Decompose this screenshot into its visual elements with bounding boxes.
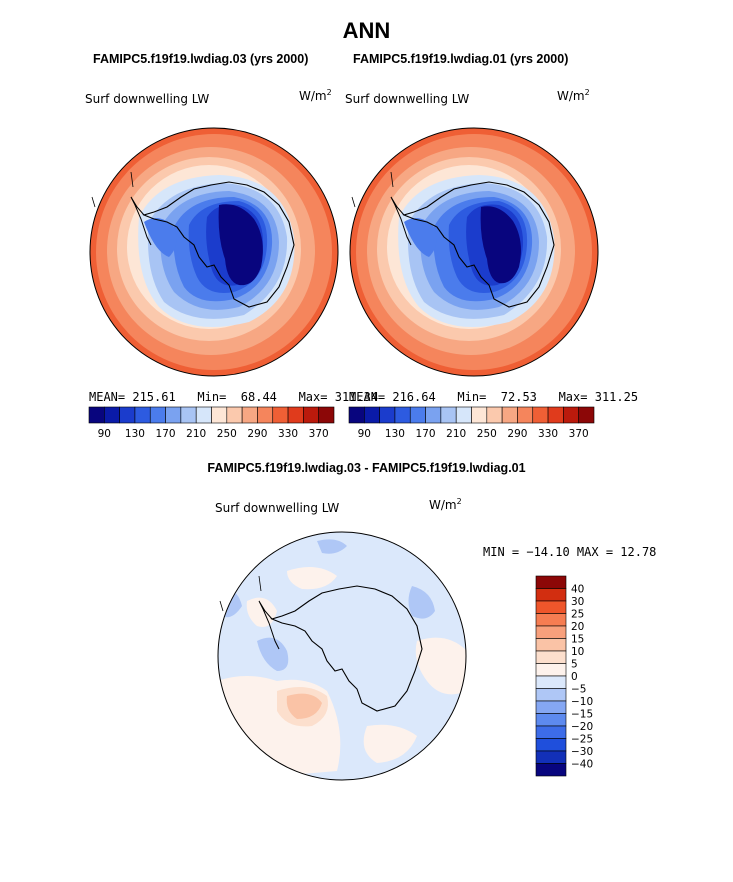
diff-variable-label: Surf downwelling LW [215, 501, 340, 515]
colorbar-right-swatch-12 [532, 406, 549, 424]
units-label-right: W/m2 [557, 88, 590, 103]
colorbar-right-tick-label: 90 [358, 428, 371, 440]
colorbar-diff-tick-label: −5 [571, 684, 586, 696]
colorbar-right-swatch-2 [379, 406, 396, 424]
colorbar-diff-swatch-13 [535, 738, 567, 752]
colorbar-diff-swatch-7 [535, 663, 567, 677]
colorbar-right-swatch-0 [348, 406, 365, 424]
colorbar-right-swatch-3 [394, 406, 411, 424]
colorbar-diff-tick-label: 40 [571, 584, 584, 596]
colorbar-right-tick-label: 290 [507, 428, 527, 440]
colorbar-left-swatch-0 [88, 406, 105, 424]
colorbar-left-swatch-14 [303, 406, 319, 424]
colorbar-diff-swatch-11 [535, 713, 567, 727]
colorbar-diff-swatch-10 [535, 700, 567, 714]
colorbar-left-swatch-1 [104, 406, 120, 424]
stats-right: MEAN= 216.64 Min= 72.53 Max= 311.25 [349, 390, 639, 404]
polar-map-right [349, 127, 599, 377]
colorbar-diff-tick-label: 25 [571, 609, 584, 621]
colorbar-left-swatch-3 [134, 406, 151, 424]
colorbar-left-tick-label: 290 [247, 428, 267, 440]
colorbar-left-swatch-15 [318, 406, 335, 424]
colorbar-diff-tick-label: 5 [571, 659, 578, 671]
colorbar-right-tick-label: 250 [477, 428, 497, 440]
colorbar-left-swatch-6 [180, 406, 197, 424]
colorbar-right-swatch-6 [440, 406, 457, 424]
colorbar-left-swatch-12 [272, 406, 289, 424]
colorbar-right-swatch-8 [471, 406, 488, 424]
colorbar-right: 90 130 170 210 250 290 330 370 [348, 406, 595, 440]
colorbar-right-tick-label: 210 [446, 428, 466, 440]
colorbar-right-swatch-11 [517, 406, 534, 424]
polar-map-diff [217, 531, 467, 781]
colorbar-diff-swatch-14 [535, 750, 567, 764]
colorbar-left-swatch-5 [165, 406, 182, 424]
colorbar-diff-tick-label: 15 [571, 634, 584, 646]
colorbar-right-swatch-13 [547, 406, 564, 424]
colorbar-diff-swatch-3 [535, 613, 567, 627]
colorbar-diff-tick-label: −30 [571, 746, 593, 758]
colorbar-left-tick-label: 370 [309, 428, 329, 440]
colorbar-right-swatch-7 [455, 406, 472, 424]
colorbar-diff-swatch-9 [535, 688, 567, 702]
colorbar-left-swatch-11 [257, 406, 274, 424]
colorbar-diff-tick-label: −40 [571, 759, 593, 771]
colorbar-diff-swatch-15 [535, 763, 567, 777]
colorbar-left-tick-label: 130 [125, 428, 145, 440]
colorbar-right-swatch-4 [409, 406, 426, 424]
colorbar-left-swatch-4 [149, 406, 166, 424]
colorbar-diff-swatch-4 [535, 625, 567, 639]
colorbar-right-swatch-15 [578, 406, 595, 424]
case-title-left: FAMIPC5.f19f19.lwdiag.03 (yrs 2000) [93, 52, 309, 66]
colorbar-right-swatch-5 [425, 406, 442, 424]
colorbar-left-swatch-13 [287, 406, 304, 424]
colorbar-left-tick-label: 210 [186, 428, 206, 440]
colorbar-left-swatch-7 [195, 406, 212, 424]
colorbar-diff-tick-label: −15 [571, 709, 593, 721]
colorbar-left-swatch-8 [211, 406, 228, 424]
diff-minmax: MIN = −14.10 MAX = 12.78 [483, 545, 657, 559]
colorbar-left-swatch-10 [241, 406, 258, 424]
colorbar-left-swatch-9 [226, 406, 243, 424]
colorbar-diff-tick-label: 30 [571, 596, 584, 608]
colorbar-right-tick-label: 330 [538, 428, 558, 440]
colorbar-left-swatch-2 [119, 406, 136, 424]
colorbar-diff-tick-label: −20 [571, 721, 593, 733]
variable-label-right: Surf downwelling LW [345, 92, 470, 106]
units-label-left: W/m2 [299, 88, 332, 103]
colorbar-left-tick-label: 250 [217, 428, 237, 440]
page-title: ANN [342, 18, 391, 43]
colorbar-diff-tick-label: 20 [571, 621, 584, 633]
colorbar-diff-swatch-8 [535, 675, 567, 689]
colorbar-diff-swatch-1 [535, 588, 567, 602]
colorbar-diff-swatch-5 [535, 638, 567, 652]
diff-title: FAMIPC5.f19f19.lwdiag.03 - FAMIPC5.f19f1… [207, 461, 526, 475]
colorbar-diff-tick-label: −10 [571, 696, 593, 708]
colorbar-left-tick-label: 170 [156, 428, 176, 440]
diff-units-label: W/m2 [429, 497, 462, 512]
colorbar-right-swatch-1 [364, 406, 380, 424]
polar-map-left [89, 127, 339, 377]
colorbar-right-tick-label: 170 [416, 428, 436, 440]
colorbar-diff-swatch-0 [535, 575, 567, 589]
colorbar-diff-swatch-6 [535, 650, 567, 664]
colorbar-right-swatch-10 [501, 406, 518, 424]
colorbar-diff-swatch-2 [535, 600, 567, 614]
colorbar-left-tick-label: 90 [98, 428, 111, 440]
case-title-right: FAMIPC5.f19f19.lwdiag.01 (yrs 2000) [353, 52, 569, 66]
colorbar-right-tick-label: 370 [569, 428, 589, 440]
colorbar-right-swatch-14 [563, 406, 579, 424]
colorbar-diff-tick-label: 0 [571, 671, 578, 683]
variable-label-left: Surf downwelling LW [85, 92, 210, 106]
colorbar-right-tick-label: 130 [385, 428, 405, 440]
colorbar-diff-tick-label: −25 [571, 734, 593, 746]
colorbar-left: 90 130 170 210 250 290 330 370 [88, 406, 335, 440]
colorbar-right-swatch-9 [486, 406, 503, 424]
colorbar-diff-swatch-12 [535, 725, 567, 739]
colorbar-left-tick-label: 330 [278, 428, 298, 440]
colorbar-diff-tick-label: 10 [571, 646, 584, 658]
stats-left: MEAN= 215.61 Min= 68.44 Max= 311.34 [89, 390, 379, 404]
